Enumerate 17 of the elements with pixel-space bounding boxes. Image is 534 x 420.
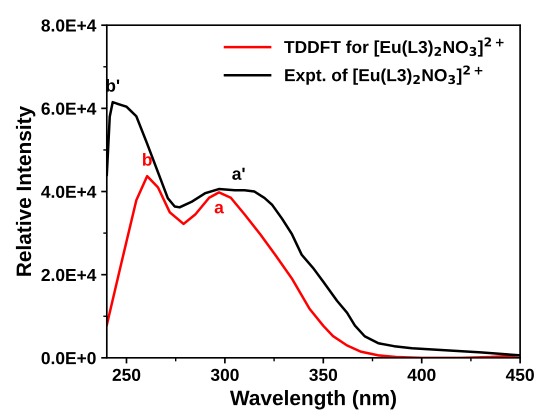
annotation: b (142, 153, 152, 166)
x-tick-label: 450 (506, 368, 534, 382)
x-axis-title: Wavelength (nm) (230, 390, 396, 410)
y-tick-label: 8.0E+4 (41, 19, 96, 32)
legend-label: TDDFT for [Eu(L3)$_{2}$NO$_{3}$]$^{2+}$ (284, 37, 504, 57)
annotation: a (214, 204, 224, 214)
x-tick-label: 400 (407, 368, 436, 382)
x-tick-label: 250 (112, 368, 140, 382)
annotation: a' (232, 168, 245, 180)
x-tick-label: 300 (210, 368, 239, 382)
y-tick-label: 4.0E+4 (41, 186, 96, 198)
x-tick-label: 350 (309, 368, 338, 382)
y-tick-label: 0.0E+0 (42, 352, 96, 364)
legend-label: Expt. of [Eu(L3)$_{2}$NO$_{3}$]$^{2+}$ (285, 65, 482, 85)
y-tick-label: 2.0E+4 (41, 268, 96, 282)
y-tick-label: 6.0E+4 (42, 102, 96, 115)
y-axis-title: Relative Intensity (16, 106, 36, 276)
